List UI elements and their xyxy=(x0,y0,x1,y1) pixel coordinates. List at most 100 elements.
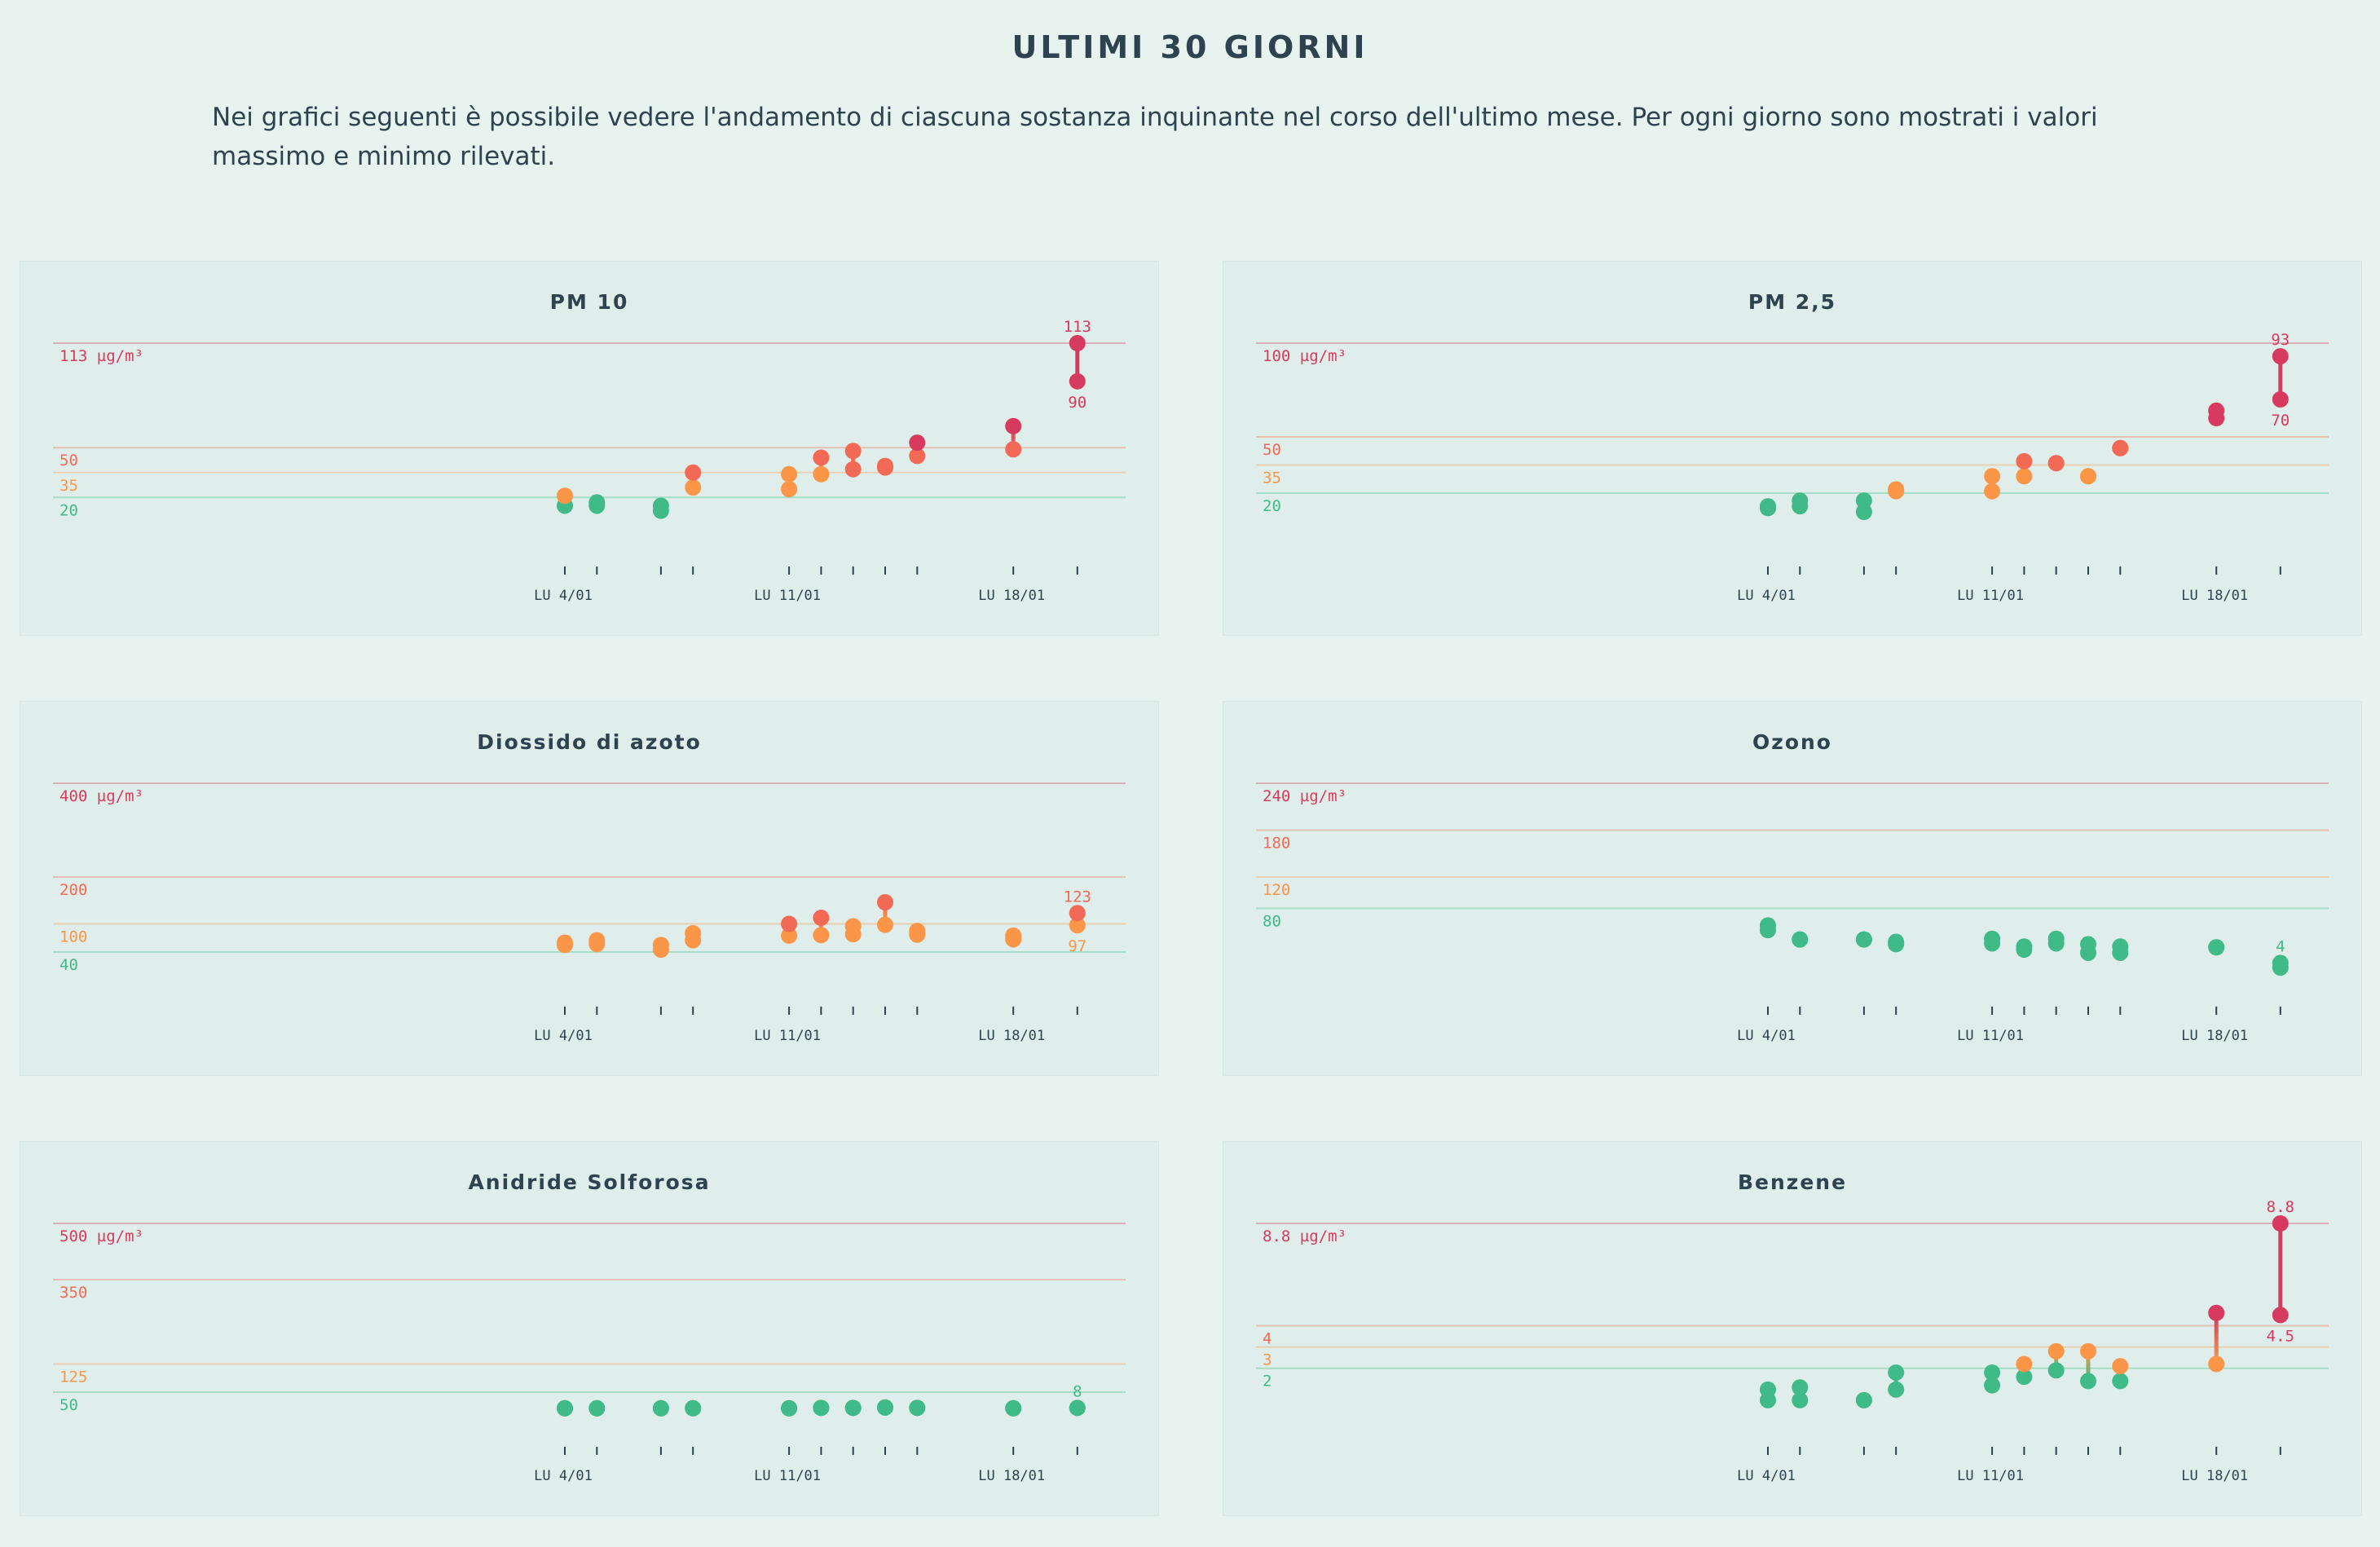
range-bar xyxy=(851,451,856,469)
max-value-label: 8 xyxy=(1073,1382,1082,1400)
max-point xyxy=(781,1399,798,1417)
min-point xyxy=(1005,441,1022,458)
threshold-label: 4 xyxy=(1263,1329,1272,1347)
range-bar xyxy=(883,902,888,925)
max-point xyxy=(2016,938,2033,955)
x-tick-label: LU 18/01 xyxy=(978,588,1045,604)
min-point xyxy=(813,465,830,483)
min-point xyxy=(1792,1391,1809,1408)
page-title: ULTIMI 30 GIORNI xyxy=(1012,29,1368,65)
max-point xyxy=(781,465,798,483)
min-value-label: 70 xyxy=(2271,412,2290,430)
threshold-label: 20 xyxy=(1263,497,1281,515)
range-bar xyxy=(1893,1372,1898,1390)
min-point xyxy=(2047,1362,2065,1379)
threshold-label: 40 xyxy=(60,956,78,974)
range-bar xyxy=(2054,1351,2059,1371)
threshold-label: 8.8 µg/m³ xyxy=(1263,1227,1346,1245)
max-point xyxy=(909,1399,926,1417)
max-value-label: 8.8 xyxy=(2267,1198,2294,1216)
max-point xyxy=(1005,417,1022,434)
min-point xyxy=(1888,1381,1905,1398)
max-point xyxy=(877,457,893,474)
max-point xyxy=(813,910,830,927)
chart-panel-pm25: PM 2,5 100 µg/m³ 50 35 20 LU 4/01 LU 11/01 LU 1… xyxy=(1223,261,2362,636)
max-point xyxy=(1888,481,1905,498)
max-point xyxy=(2080,936,2096,953)
chart-title: PM 2,5 xyxy=(1748,290,1836,314)
max-point xyxy=(2016,1355,2033,1373)
min-point xyxy=(2080,1373,2096,1390)
chart-pm25: PM 2,5 100 µg/m³ 50 35 20 LU 4/01 LU 11/01 LU 1… xyxy=(1256,290,2329,604)
chart-title: Diossido di azoto xyxy=(477,730,702,754)
max-point xyxy=(652,497,669,514)
max-point xyxy=(685,464,702,481)
chart-title: Benzene xyxy=(1738,1170,1847,1194)
max-point xyxy=(1792,1379,1809,1396)
range-bar xyxy=(1075,343,1080,381)
min-point xyxy=(2208,1355,2225,1373)
min-point xyxy=(685,479,702,496)
chart-ozono: Ozono 240 µg/m³ 180 120 80 LU 4/01 LU 11/01 LU … xyxy=(1256,730,2329,1044)
min-point xyxy=(2272,391,2289,408)
x-tick-label: LU 11/01 xyxy=(754,1028,821,1044)
threshold-label: 50 xyxy=(1263,441,1281,459)
threshold-label: 350 xyxy=(60,1284,87,1302)
max-point xyxy=(2047,930,2065,947)
max-point xyxy=(588,494,606,511)
max-point xyxy=(1888,933,1905,950)
x-tick-label: LU 4/01 xyxy=(1737,588,1796,604)
threshold-label: 35 xyxy=(60,477,78,495)
min-point xyxy=(1069,372,1086,390)
x-tick-label: LU 4/01 xyxy=(534,588,593,604)
chart-anidride-solforosa: Anidride Solforosa 500 µg/m³ 350 125 50 LU 4/… xyxy=(53,1170,1126,1484)
min-value-label: 97 xyxy=(1068,937,1086,955)
x-tick-label: LU 18/01 xyxy=(2181,1028,2248,1044)
threshold-label: 2 xyxy=(1263,1373,1272,1391)
max-point xyxy=(2272,1215,2289,1232)
x-tick-label: LU 18/01 xyxy=(2181,588,2248,604)
x-tick-label: LU 18/01 xyxy=(2181,1468,2248,1484)
threshold-label: 400 µg/m³ xyxy=(60,787,143,805)
max-point xyxy=(1005,1399,1022,1417)
max-point xyxy=(652,937,669,954)
max-point xyxy=(1888,1364,1905,1381)
chart-panel-ozono: Ozono 240 µg/m³ 180 120 80 LU 4/01 LU 11/01 LU … xyxy=(1223,701,2362,1076)
x-tick-label: LU 18/01 xyxy=(978,1468,1045,1484)
chart-title: PM 10 xyxy=(550,290,629,314)
min-value-label: 90 xyxy=(1068,394,1086,412)
threshold-label: 35 xyxy=(1263,469,1281,487)
max-point xyxy=(877,894,893,911)
x-tick-label: LU 4/01 xyxy=(1737,1468,1796,1484)
threshold-label: 100 xyxy=(60,928,87,946)
chart-pm10: PM 10 113 µg/m³ 50 35 20 LU 4/01 LU 11/01 LU 18… xyxy=(53,290,1126,604)
max-point xyxy=(1984,468,2001,485)
max-point xyxy=(1760,1381,1776,1398)
min-point xyxy=(1855,504,1872,520)
threshold-label: 120 xyxy=(1263,881,1290,899)
min-point xyxy=(2272,1307,2289,1324)
max-point xyxy=(1069,335,1086,351)
max-point xyxy=(2047,1342,2065,1360)
max-point xyxy=(1855,492,1872,509)
min-point xyxy=(877,916,893,933)
min-point xyxy=(1069,917,1086,934)
threshold-label: 3 xyxy=(1263,1351,1272,1369)
max-point xyxy=(844,443,862,460)
max-point xyxy=(2112,938,2129,955)
max-point xyxy=(909,434,926,452)
min-point xyxy=(1984,483,2001,500)
x-tick-label: LU 4/01 xyxy=(1737,1028,1796,1044)
range-bar xyxy=(818,457,823,474)
max-point xyxy=(1855,931,1872,948)
max-point xyxy=(1069,1399,1086,1417)
x-tick-label: LU 11/01 xyxy=(754,588,821,604)
x-tick-label: LU 11/01 xyxy=(754,1468,821,1484)
max-point xyxy=(685,925,702,941)
max-point xyxy=(2208,402,2225,419)
max-point xyxy=(588,1399,606,1417)
min-point xyxy=(781,927,798,944)
max-point xyxy=(652,1399,669,1417)
chart-diossido-di-azoto: Diossido di azoto 400 µg/m³ 200 100 40 LU 4/0… xyxy=(53,730,1126,1044)
max-point xyxy=(844,918,862,935)
